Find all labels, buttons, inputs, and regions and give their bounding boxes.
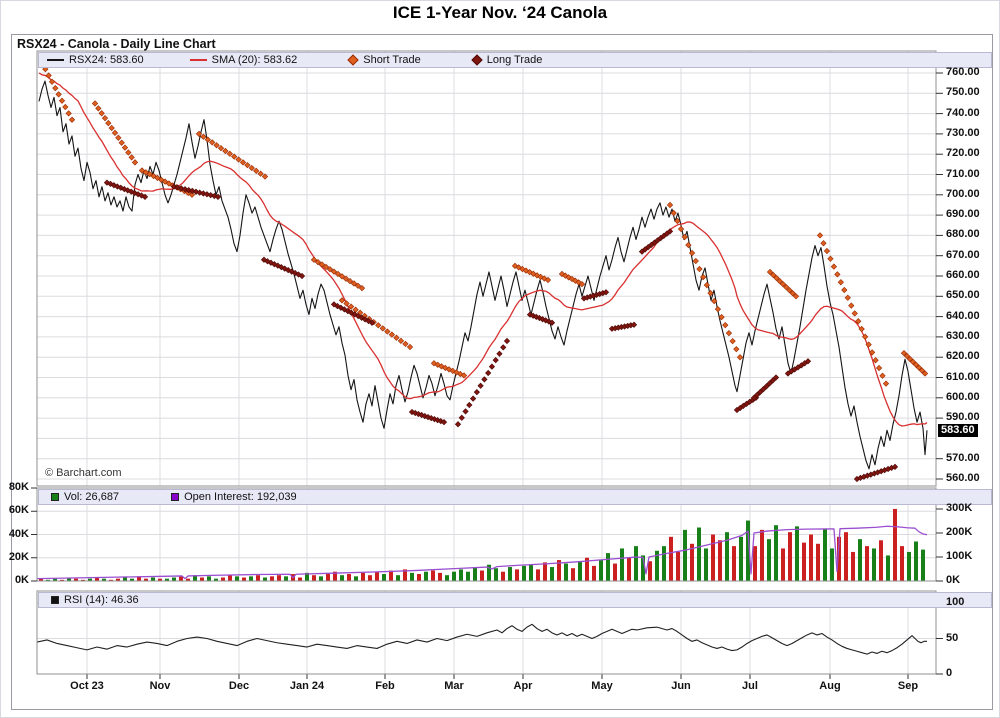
legend-item-price[interactable]: RSX24: 583.60 [47, 54, 144, 66]
legend-item-open-interest[interactable]: Open Interest: 192,039 [171, 491, 297, 503]
legend-item-volume[interactable]: Vol: 26,687 [51, 491, 119, 503]
price-legend-label: RSX24: 583.60 [69, 54, 144, 66]
long-trade-legend-label: Long Trade [486, 54, 543, 66]
short-trade-legend-label: Short Trade [363, 54, 421, 66]
long-trade-diamond-icon [471, 54, 483, 66]
legend-item-short-trade[interactable]: Short Trade [347, 54, 421, 66]
copyright-text: © Barchart.com [45, 467, 122, 479]
price-legend-bar: RSX24: 583.60 SMA (20): 583.62 Short Tra… [38, 52, 992, 68]
volume-legend-bar: Vol: 26,687 Open Interest: 192,039 [38, 489, 992, 505]
price-line-swatch-icon [47, 59, 64, 61]
chart-subtitle: RSX24 - Canola - Daily Line Chart [17, 37, 216, 51]
volume-square-icon [51, 493, 59, 501]
legend-item-sma[interactable]: SMA (20): 583.62 [189, 54, 298, 66]
rsi-legend-bar: RSI (14): 46.36 [38, 592, 992, 608]
open-interest-square-icon [171, 493, 180, 501]
open-interest-legend-label: Open Interest: 192,039 [184, 491, 297, 503]
sma-legend-label: SMA (20): 583.62 [211, 54, 298, 66]
short-trade-diamond-icon [347, 54, 359, 66]
chart-title: ICE 1-Year Nov. ‘24 Canola [392, 3, 608, 22]
legend-item-rsi[interactable]: RSI (14): 46.36 [51, 594, 139, 606]
sma-line-swatch-icon [189, 59, 207, 61]
volume-legend-label: Vol: 26,687 [64, 491, 120, 503]
legend-item-long-trade[interactable]: Long Trade [471, 54, 543, 66]
rsi-square-icon [51, 596, 59, 604]
last-price-tag: 583.60 [938, 424, 978, 438]
rsi-legend-label: RSI (14): 46.36 [64, 594, 139, 606]
